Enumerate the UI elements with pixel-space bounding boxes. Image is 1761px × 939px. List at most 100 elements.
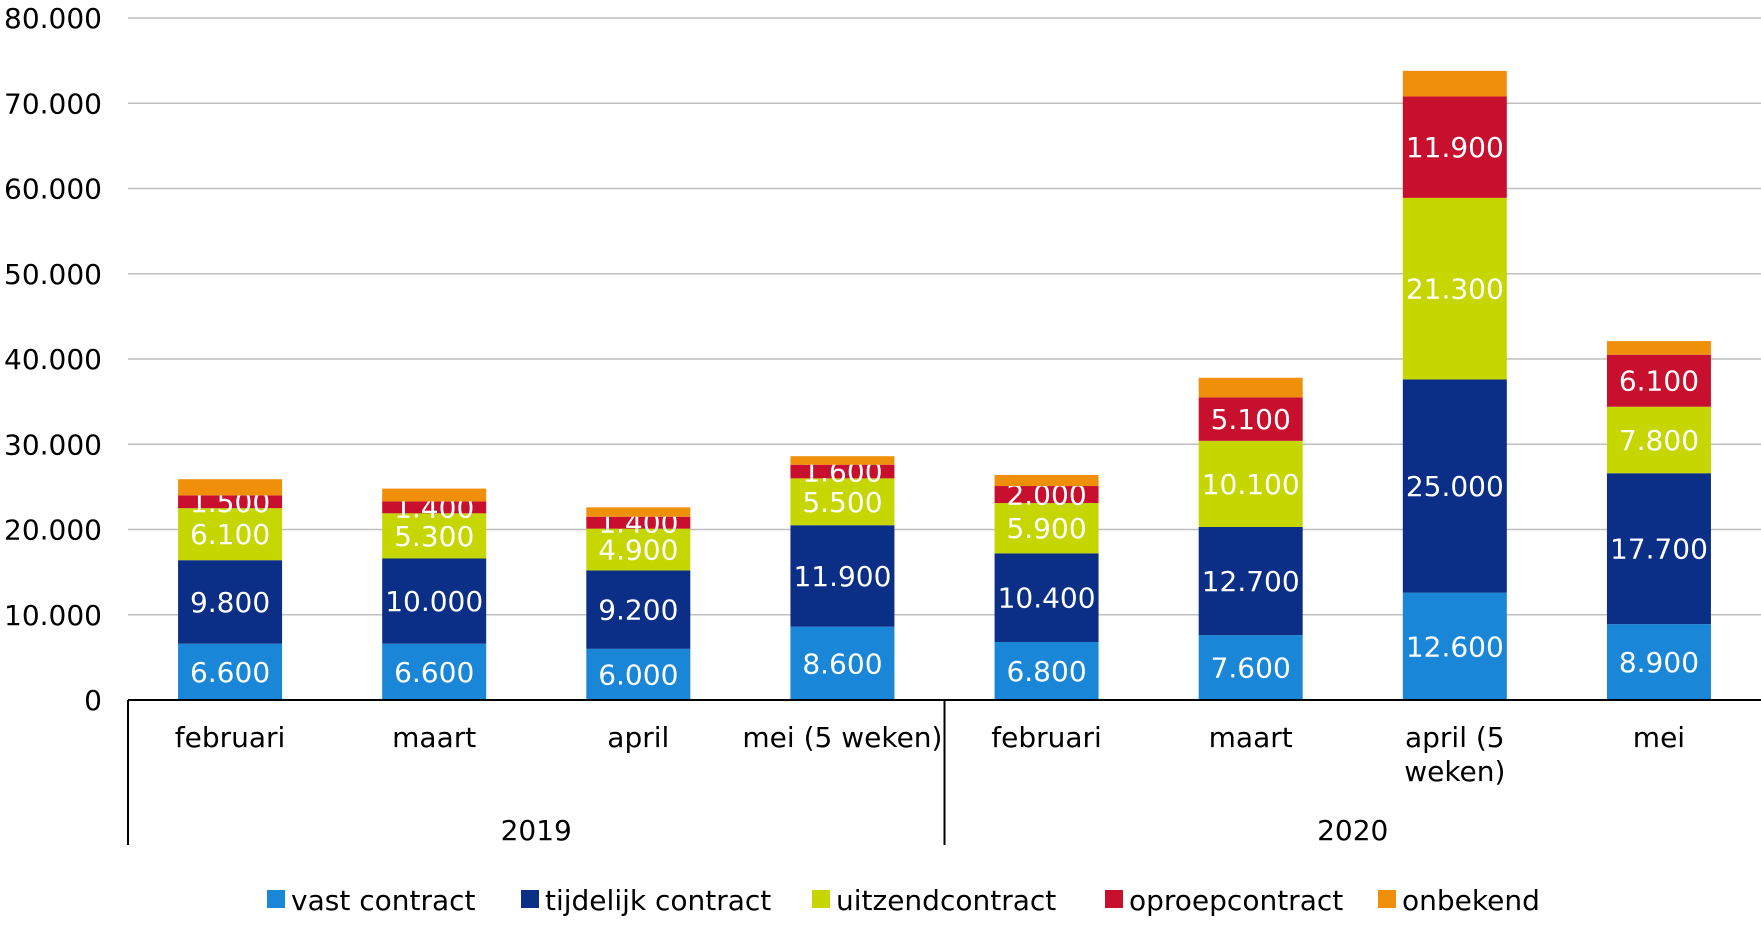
x-category-label: maart	[1209, 721, 1293, 754]
x-category-label: april	[607, 721, 669, 754]
bar-segment	[1198, 635, 1303, 700]
data-label: 21.300	[1406, 273, 1504, 306]
data-label: 25.000	[1406, 470, 1504, 503]
legend-swatch	[1105, 890, 1123, 908]
bar-segment	[1606, 624, 1711, 700]
bar-segment	[994, 486, 1099, 504]
data-label: 12.700	[1202, 565, 1300, 598]
bar-segment	[994, 553, 1099, 643]
bar-segment	[382, 488, 487, 502]
data-label: 6.100	[1619, 365, 1699, 398]
legend-swatch	[1378, 890, 1396, 908]
bar-segment	[1606, 354, 1711, 407]
y-tick-label: 40.000	[4, 343, 102, 376]
bar-segment	[994, 474, 1099, 487]
bar-segment	[994, 503, 1099, 554]
data-label: 5.900	[1006, 512, 1086, 545]
data-label: 12.600	[1406, 630, 1504, 663]
x-category-label: weken)	[1404, 755, 1505, 788]
y-tick-label: 50.000	[4, 258, 102, 291]
bar-segment	[1606, 341, 1711, 355]
x-category-label: mei (5 weken)	[742, 721, 942, 754]
data-label: 8.600	[802, 647, 882, 680]
data-label: 10.000	[385, 585, 483, 618]
data-label: 7.800	[1619, 424, 1699, 457]
bar-segment	[1402, 379, 1507, 593]
y-tick-label: 70.000	[4, 87, 102, 120]
x-category-label: mei	[1633, 721, 1685, 754]
bar-segment	[1402, 197, 1507, 380]
bar-segment	[586, 516, 691, 529]
legend-label: tijdelijk contract	[545, 884, 771, 917]
data-label: 10.400	[998, 582, 1096, 615]
bar-segment	[178, 495, 283, 509]
data-label: 9.800	[190, 586, 270, 619]
data-label: 6.800	[1006, 655, 1086, 688]
legend-label: oproepcontract	[1129, 884, 1343, 917]
bar-segment	[1402, 592, 1507, 700]
legend-label: uitzendcontract	[836, 884, 1056, 917]
bar-segment	[790, 626, 895, 700]
bar-segment	[1198, 440, 1303, 527]
data-label: 8.900	[1619, 646, 1699, 679]
bar-segment	[178, 643, 283, 700]
legend-swatch	[267, 890, 285, 908]
data-label: 7.600	[1211, 652, 1291, 685]
data-label: 6.000	[598, 658, 678, 691]
bar-segment	[1606, 473, 1711, 625]
legend-label: onbekend	[1402, 884, 1540, 917]
bar-segment	[586, 648, 691, 700]
x-category-label: april (5	[1405, 721, 1505, 754]
bar-segment	[382, 558, 487, 644]
x-category-label: maart	[392, 721, 476, 754]
bar-segment	[586, 528, 691, 571]
bar-segment	[790, 464, 895, 479]
bar-segment	[382, 513, 487, 559]
bar-segment	[382, 501, 487, 514]
legend: vast contract tijdelijk contract uitzendco…	[267, 884, 1540, 917]
data-label: 11.900	[793, 560, 891, 593]
bar-segment	[790, 525, 895, 627]
bar-segment	[1198, 377, 1303, 398]
bar-segment	[1402, 70, 1507, 97]
bar-segment	[178, 508, 283, 561]
data-label: 5.100	[1211, 403, 1291, 436]
bar-segment	[1606, 406, 1711, 474]
group-label: 2019	[501, 814, 572, 847]
bar-segment	[382, 643, 487, 700]
group-label: 2020	[1317, 814, 1388, 847]
data-label: 10.100	[1202, 468, 1300, 501]
data-label: 4.900	[598, 534, 678, 567]
legend-swatch	[812, 890, 830, 908]
x-category-label: februari	[175, 721, 286, 754]
data-label: 5.500	[802, 486, 882, 519]
bar-segment	[178, 560, 283, 644]
y-tick-label: 0	[84, 684, 102, 717]
legend-label: vast contract	[291, 884, 476, 917]
y-tick-label: 10.000	[4, 599, 102, 632]
bar-segment	[586, 507, 691, 517]
y-tick-label: 80.000	[4, 2, 102, 35]
gridlines	[128, 17, 1761, 701]
legend-swatch	[521, 890, 539, 908]
x-axis: 2019 2020 februari maart april mei (5 weken) f…	[127, 699, 1761, 847]
y-tick-label: 60.000	[4, 173, 102, 206]
data-label: 6.100	[190, 518, 270, 551]
bar-segment	[1198, 397, 1303, 441]
data-label: 11.900	[1406, 131, 1504, 164]
bar-segment	[790, 456, 895, 465]
y-axis-ticks: 0 10.000 20.000 30.000 40.000 50.000 60.000 70.…	[4, 2, 102, 717]
bar-segment	[790, 478, 895, 526]
data-label: 6.600	[394, 656, 474, 689]
bar-segment	[994, 642, 1099, 700]
bar-segment	[586, 570, 691, 649]
y-tick-label: 20.000	[4, 514, 102, 547]
data-label: 6.600	[190, 656, 270, 689]
data-label: 5.300	[394, 520, 474, 553]
data-label: 17.700	[1610, 533, 1708, 566]
bar-segment	[1402, 96, 1507, 198]
x-category-label: februari	[991, 721, 1102, 754]
bar-segment	[1198, 526, 1303, 636]
bar-segment	[178, 479, 283, 496]
